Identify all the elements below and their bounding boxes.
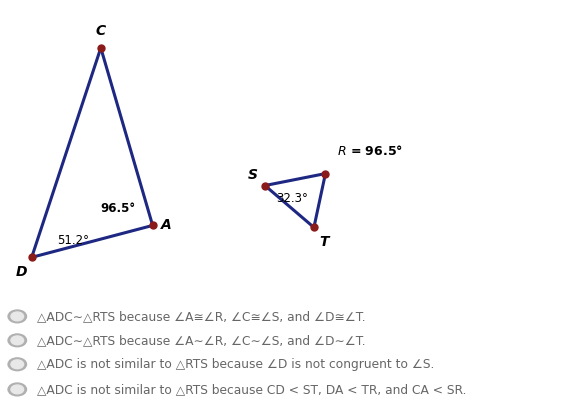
Circle shape: [11, 336, 24, 345]
Text: △ADC is not similar to △RTS because ∠D is not congruent to ∠S.: △ADC is not similar to △RTS because ∠D i…: [37, 358, 435, 371]
Circle shape: [8, 383, 26, 396]
Circle shape: [8, 334, 26, 347]
Text: 96.5°: 96.5°: [101, 202, 136, 215]
Circle shape: [11, 312, 24, 321]
Circle shape: [8, 310, 26, 323]
Circle shape: [11, 360, 24, 369]
Text: △ADC is not similar to △RTS because CD < ST, DA < TR, and CA < SR.: △ADC is not similar to △RTS because CD <…: [37, 383, 467, 396]
Text: △ADC∼△RTS because ∠A≅∠R, ∠C≅∠S, and ∠D≅∠T.: △ADC∼△RTS because ∠A≅∠R, ∠C≅∠S, and ∠D≅∠…: [37, 310, 366, 323]
Text: T: T: [320, 235, 329, 249]
Text: △ADC∼△RTS because ∠A∼∠R, ∠C∼∠S, and ∠D∼∠T.: △ADC∼△RTS because ∠A∼∠R, ∠C∼∠S, and ∠D∼∠…: [37, 334, 366, 347]
Text: 32.3°: 32.3°: [276, 192, 308, 205]
Text: C: C: [96, 24, 106, 38]
Circle shape: [11, 385, 24, 394]
Text: 51.2°: 51.2°: [58, 234, 90, 247]
Text: D: D: [16, 265, 27, 279]
Text: A: A: [161, 218, 172, 233]
Circle shape: [8, 358, 26, 371]
Text: S: S: [248, 168, 258, 182]
Text: $\it{R}$ = 96.5°: $\it{R}$ = 96.5°: [337, 144, 403, 158]
